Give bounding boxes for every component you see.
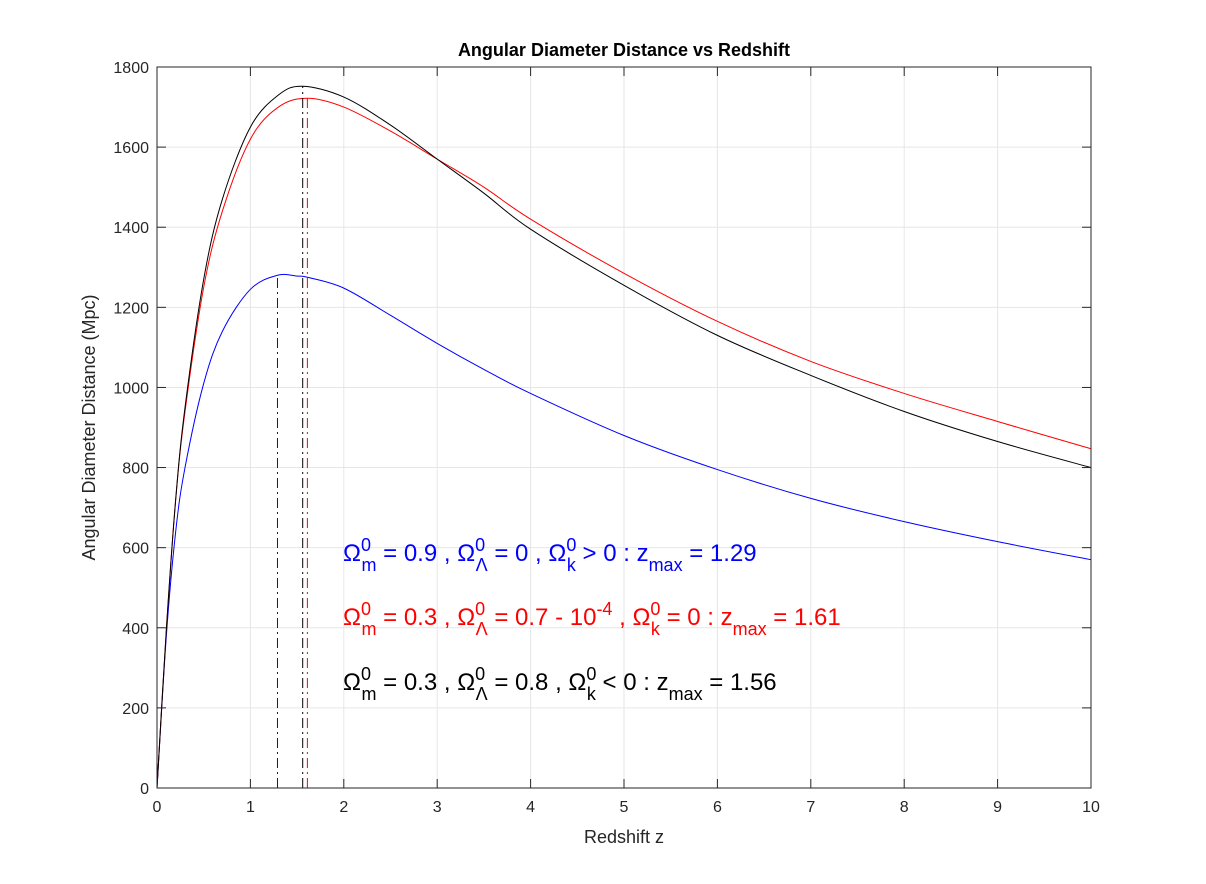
annotation-text: Ω [343,669,361,696]
y-tick-label: 1800 [113,60,149,77]
annotation-text: = 0 : z [660,604,733,631]
annotation-text: = 0 , Ω [488,540,567,567]
y-tick-label: 1400 [113,220,149,237]
x-tick-label: 6 [713,799,722,816]
series-group [156,85,1092,789]
annotation-text: = 1.61 [767,604,841,631]
annotation-text: > 0 : z [576,540,649,567]
annotation-text: = 1.56 [703,669,777,696]
x-tick-label: 10 [1082,799,1100,816]
annotation-subscript: k [567,555,577,575]
y-tick-label: 200 [122,701,149,718]
annotation-superscript: -4 [596,599,612,619]
x-axis-label: Redshift z [584,827,664,847]
x-tick-label: 5 [620,799,629,816]
annotation-superscript: 0 [475,535,485,555]
annotation-superscript: 0 [475,599,485,619]
annotation-superscript: 0 [566,535,576,555]
annotation-superscript: 0 [361,535,371,555]
chart-title: Angular Diameter Distance vs Redshift [458,40,790,60]
annotation-subscript: m [361,619,376,639]
annotation-subscript: Λ [476,619,488,639]
y-tick-label: 400 [122,621,149,638]
annotation-blue: Ω0 m = 0.9 , Ω0 Λ = 0 , Ω0 k > 0 : zmax = 1… [343,535,757,575]
series-line-blue [156,273,1092,789]
y-tick-label: 1200 [113,300,149,317]
x-tick-label: 9 [993,799,1002,816]
y-tick-label: 800 [122,461,149,478]
series-line-black [156,85,1092,789]
annotation-text: < 0 : z [596,669,669,696]
x-tick-label: 3 [433,799,442,816]
annotation-superscript: 0 [586,664,596,684]
y-tick-label: 600 [122,541,149,558]
annotation-subscript: k [587,684,597,704]
annotation-superscript: 0 [475,664,485,684]
annotation-black: Ω0 m = 0.3 , Ω0 Λ = 0.8 , Ω0 k < 0 : zmax =… [343,664,777,704]
annotation-subscript: max [649,555,683,575]
tick-group: 0 1 2 3 4 5 6 7 8 9 10 0 200 400 600 800 1000 1200 1400 160… [113,60,1100,816]
annotation-subscript: Λ [476,684,488,704]
annotation-subscript: max [733,619,767,639]
annotation-text: = 0.7 - 10 [488,604,597,631]
annotation-subscript: m [361,555,376,575]
x-tick-label: 4 [526,799,535,816]
annotation-subscript: Λ [476,555,488,575]
annotation-subscript: k [651,619,661,639]
x-tick-label: 0 [153,799,162,816]
annotation-subscript: max [669,684,703,704]
annotation-text: Ω [343,540,361,567]
x-tick-label: 7 [806,799,815,816]
annotation-red: Ω0 m = 0.3 , Ω0 Λ = 0.7 - 10-4 , Ω0 k = 0 :… [343,599,841,639]
annotation-subscript: m [361,684,376,704]
annotation-superscript: 0 [361,599,371,619]
annotation-superscript: 0 [361,664,371,684]
zmax-markers [276,86,308,788]
annotation-text: = 1.29 [683,540,757,567]
annotation-text: = 0.9 , Ω [376,540,475,567]
annotation-text: Ω [343,604,361,631]
y-tick-label: 1600 [113,140,149,157]
y-tick-label: 0 [140,781,149,798]
y-tick-label: 1000 [113,380,149,397]
annotation-text: = 0.3 , Ω [376,604,475,631]
x-tick-label: 2 [339,799,348,816]
annotation-text: , Ω [612,604,650,631]
annotation-text: = 0.8 , Ω [488,669,587,696]
annotation-text: = 0.3 , Ω [376,669,475,696]
annotation-superscript: 0 [650,599,660,619]
annotation-group: Ω0 m = 0.9 , Ω0 Λ = 0 , Ω0 k > 0 : zmax = 1… [343,535,841,704]
x-tick-label: 1 [246,799,255,816]
y-axis-label: Angular Diameter Distance (Mpc) [79,294,99,560]
x-tick-label: 8 [900,799,909,816]
